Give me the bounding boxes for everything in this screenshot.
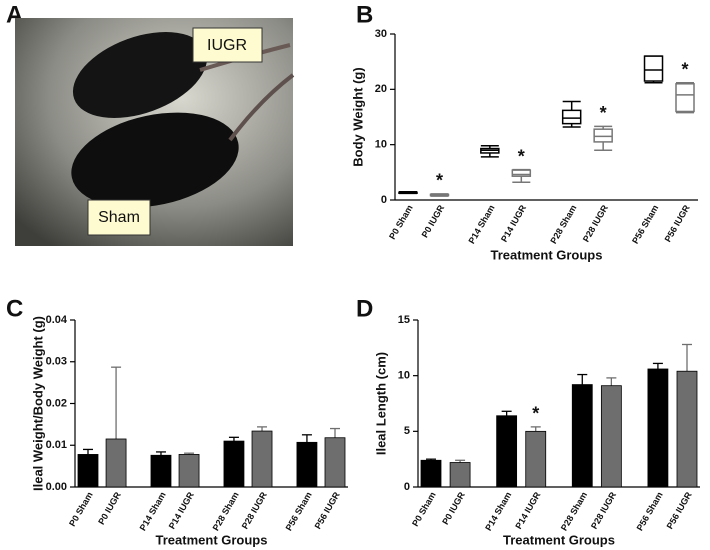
bar — [223, 440, 245, 488]
y-axis-title: Ileal Length (cm) — [373, 352, 388, 455]
y-tick-label: 0.00 — [46, 481, 67, 493]
y-tick-label: 20 — [375, 83, 387, 95]
x-tick-label: P28 IUGR — [589, 490, 618, 531]
y-tick-label: 0.03 — [46, 356, 67, 368]
annotation: * — [600, 103, 607, 123]
x-tick-label: P56 IUGR — [665, 490, 694, 531]
bar — [647, 368, 669, 488]
label-box — [192, 27, 263, 63]
panel-letter: B — [356, 1, 373, 28]
box — [643, 55, 664, 82]
y-tick-label: 15 — [398, 314, 410, 326]
annotation: * — [532, 404, 539, 424]
y-tick-label: 0.01 — [46, 439, 67, 451]
x-tick-label: P14 IUGR — [499, 203, 528, 244]
x-tick-label: P56 Sham — [635, 490, 665, 532]
bar — [676, 370, 698, 488]
x-tick-label: P14 Sham — [483, 490, 513, 532]
x-tick-label: P56 IUGR — [663, 203, 692, 244]
bar — [496, 415, 518, 488]
x-axis-title: Treatment Groups — [156, 532, 268, 547]
bar — [178, 454, 200, 488]
x-axis-title: Treatment Groups — [503, 532, 615, 547]
x-tick-label: P0 Sham — [387, 203, 415, 241]
bar — [571, 384, 593, 488]
label-box — [87, 199, 151, 236]
y-tick-label: 10 — [398, 370, 410, 382]
x-tick-label: P28 IUGR — [240, 490, 269, 531]
photo-label: IUGR — [207, 37, 247, 54]
panel-letter: D — [356, 295, 373, 322]
bar — [296, 441, 318, 488]
x-tick-label: P28 Sham — [211, 490, 241, 532]
y-tick-label: 0 — [381, 194, 387, 206]
x-tick-label: P14 Sham — [138, 490, 168, 532]
annotation: * — [436, 171, 443, 191]
bar — [449, 462, 471, 488]
x-tick-label: P14 IUGR — [167, 490, 196, 531]
box — [593, 128, 613, 143]
x-tick-label: P28 Sham — [559, 490, 589, 532]
y-tick-label: 0.04 — [46, 314, 68, 326]
x-tick-label: P0 Sham — [410, 490, 438, 528]
y-axis-title: Body Weight (g) — [350, 67, 365, 166]
bar — [251, 430, 273, 488]
bar — [420, 459, 442, 488]
bar — [150, 454, 172, 488]
x-tick-label: P56 Sham — [630, 203, 660, 245]
bar — [525, 430, 547, 488]
mouse — [72, 32, 208, 118]
mouse — [71, 112, 239, 208]
x-tick-label: P0 IUGR — [440, 490, 467, 527]
photo: IUGR Sham — [15, 18, 295, 246]
y-tick-label: 5 — [404, 425, 410, 437]
x-tick-label: P0 Sham — [67, 490, 95, 528]
x-tick-label: P14 IUGR — [513, 490, 542, 531]
x-tick-label: P0 IUGR — [96, 490, 123, 527]
y-tick-label: 0 — [404, 481, 410, 493]
photo-label: Sham — [98, 209, 140, 226]
x-tick-label: P56 IUGR — [313, 490, 342, 531]
bar — [600, 385, 622, 488]
panel-letter: C — [6, 295, 23, 322]
box — [511, 169, 532, 177]
y-axis-title: Ileal Weight/Body Weight (g) — [30, 316, 45, 491]
box — [561, 109, 582, 125]
y-tick-label: 0.02 — [46, 397, 67, 409]
bar — [105, 438, 127, 488]
x-axis-title: Treatment Groups — [491, 247, 603, 262]
tail — [228, 73, 295, 142]
y-tick-label: 30 — [375, 28, 387, 40]
x-tick-label: P28 IUGR — [581, 203, 610, 244]
x-tick-label: P0 IUGR — [420, 203, 447, 240]
bar — [77, 454, 99, 488]
x-tick-label: P28 Sham — [548, 203, 578, 245]
annotation: * — [518, 146, 525, 166]
bar — [324, 437, 346, 488]
box — [675, 83, 695, 113]
x-tick-label: P14 Sham — [466, 203, 496, 245]
y-tick-label: 10 — [375, 139, 387, 151]
annotation: * — [681, 59, 688, 79]
x-tick-label: P56 Sham — [284, 490, 314, 532]
